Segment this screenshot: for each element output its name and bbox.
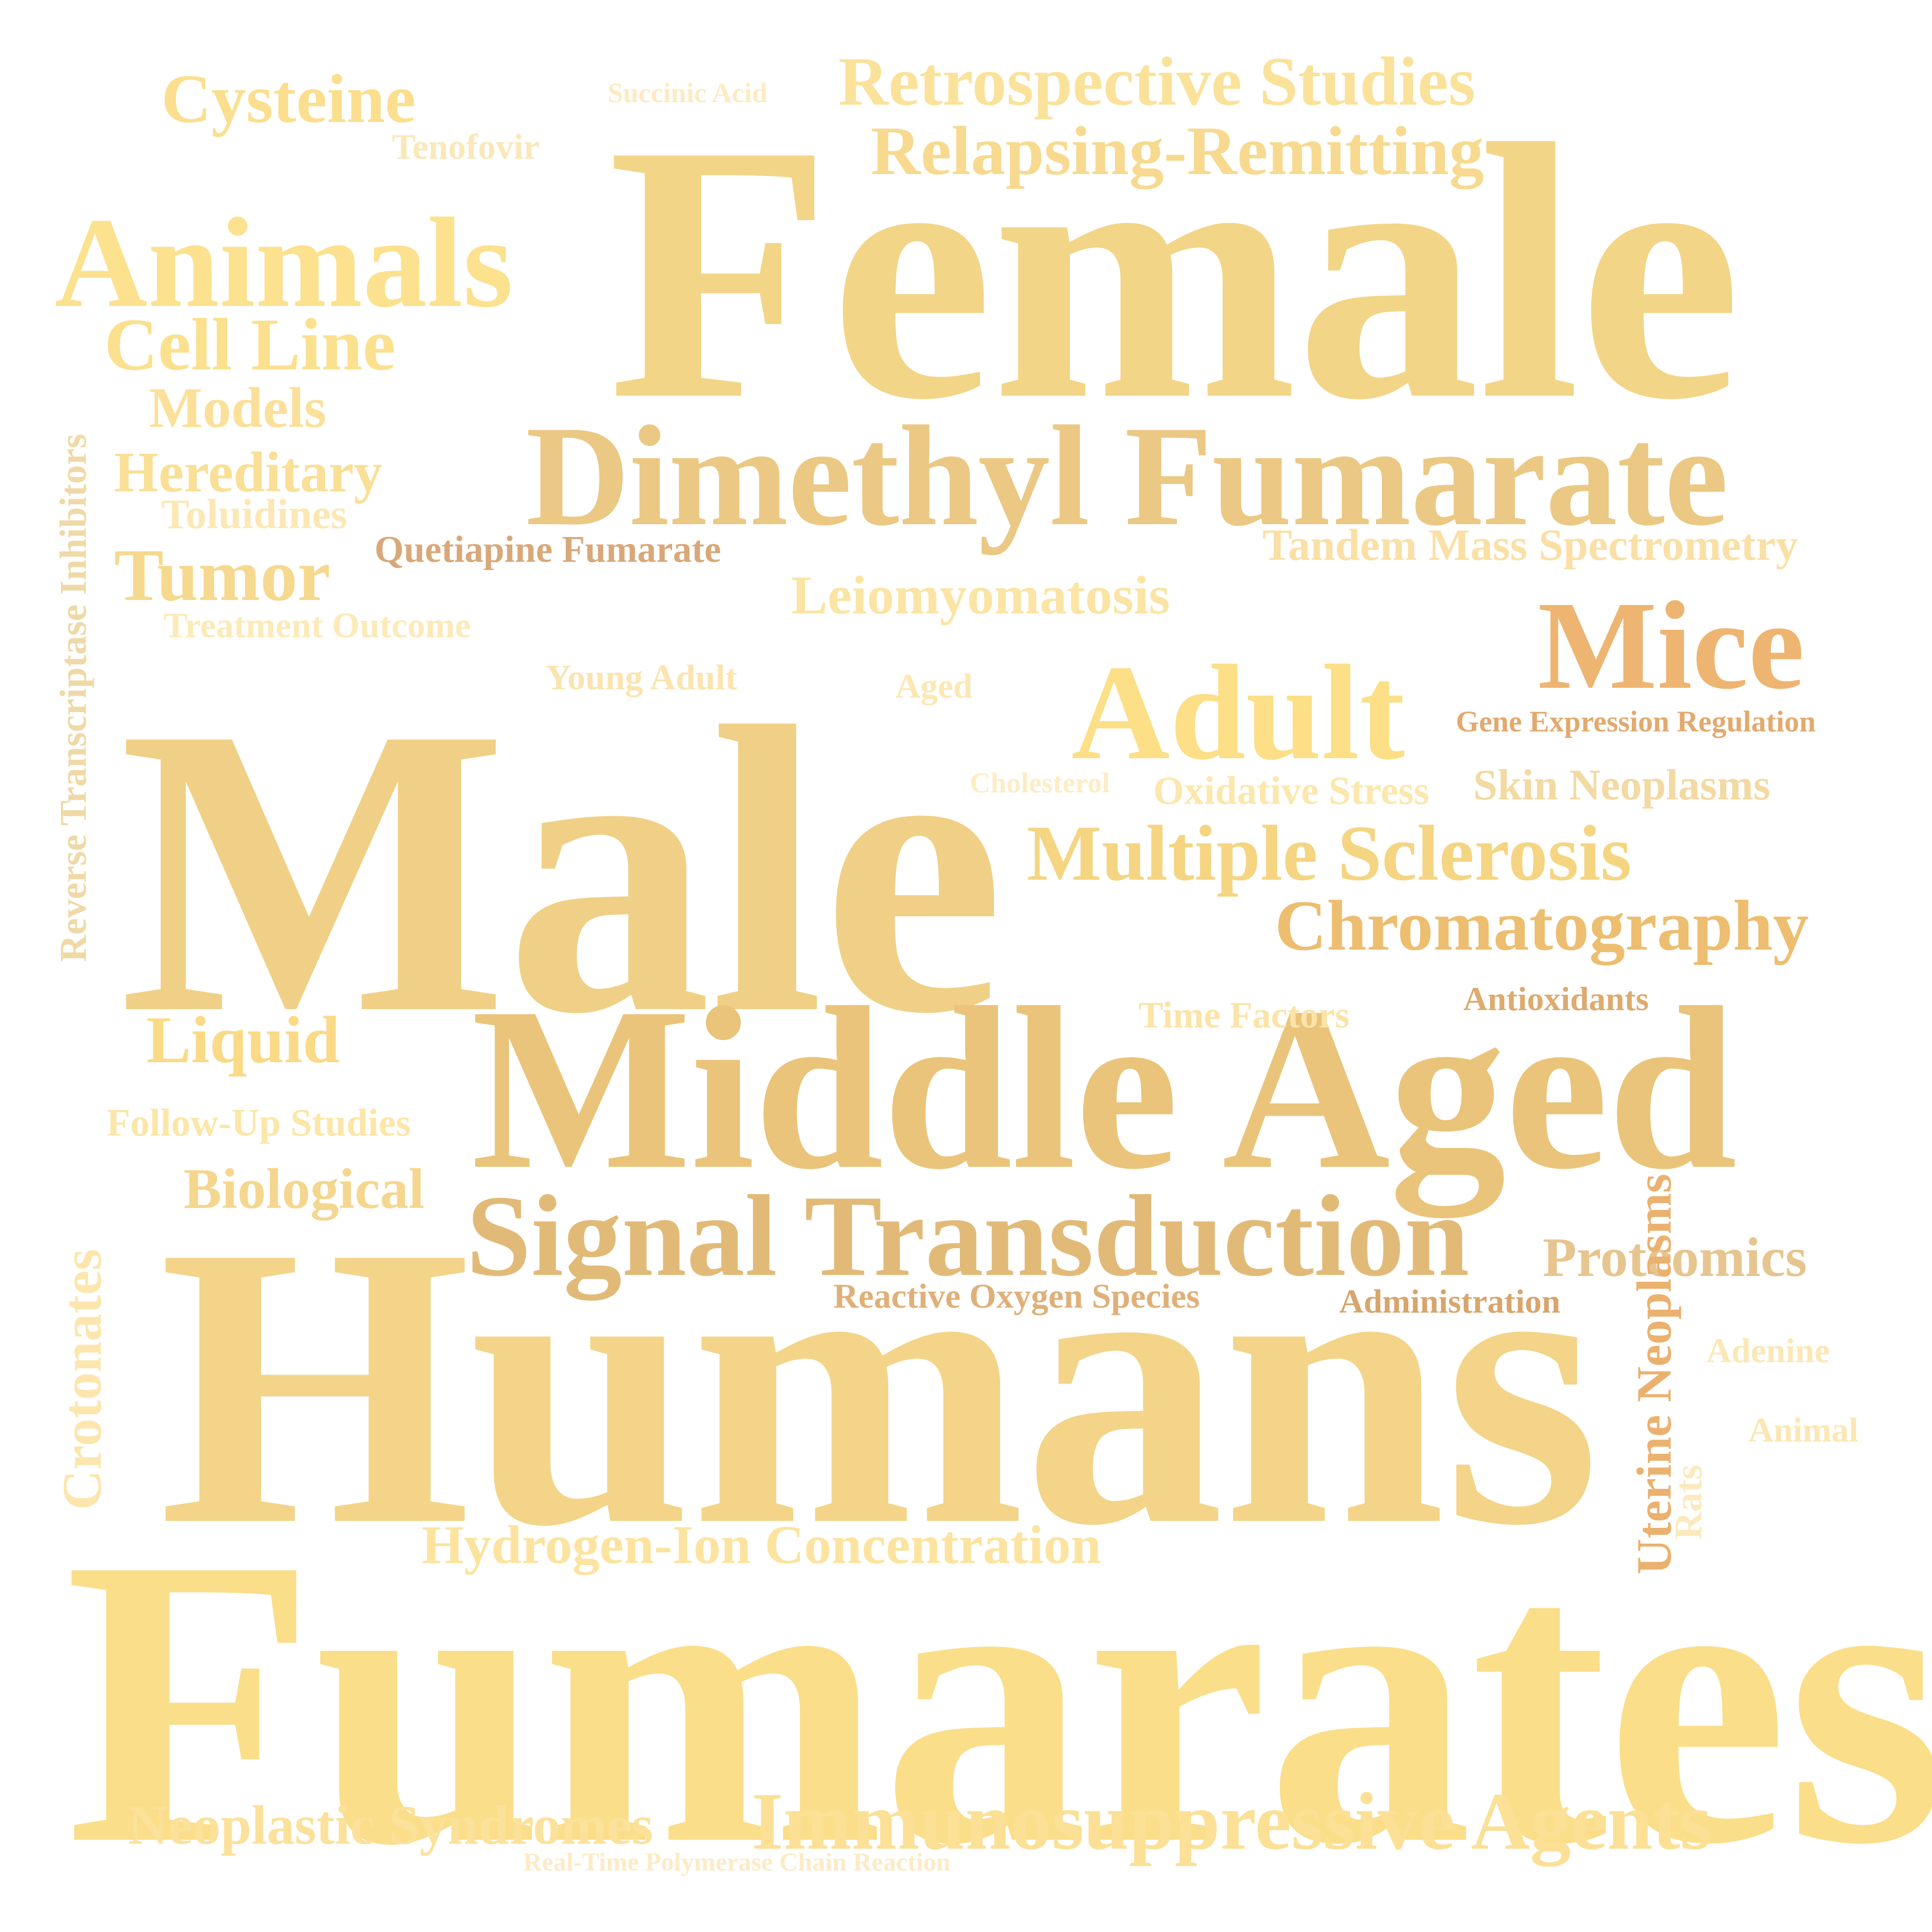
word-humans: Humans [159, 1163, 1600, 1608]
word-animal: Animal [1748, 1411, 1859, 1449]
word-mice: Mice [1538, 576, 1805, 716]
word-hydrogen-ion-concentration: Hydrogen-Ion Concentration [422, 1514, 1101, 1575]
word-oxidative-stress: Oxidative Stress [1153, 769, 1430, 813]
word-toluidines: Toluidines [161, 491, 347, 538]
word-time-factors: Time Factors [1138, 995, 1350, 1036]
word-relapsing-remitting: Relapsing-Remitting [871, 113, 1484, 189]
word-neoplastic-syndromes: Neoplastic Syndromes [128, 1795, 653, 1856]
word-gene-expression-regulation: Gene Expression Regulation [1456, 705, 1816, 738]
word-proteomics: Proteomics [1543, 1227, 1807, 1288]
word-skin-neoplasms: Crotonates [52, 1249, 113, 1510]
word-leiomyomatosis: Leiomyomatosis [791, 565, 1170, 625]
word-multiple-sclerosis: Multiple Sclerosis [1027, 809, 1632, 897]
word-aged: Aged [895, 667, 973, 706]
word-cysteine: Cysteine [161, 60, 416, 137]
word-biological: Biological [184, 1157, 425, 1220]
word-treatment-outcome: Treatment Outcome [164, 605, 471, 645]
word-signal-transduction: Signal Transduction [466, 1171, 1470, 1300]
word-reverse-transcriptase-inhibitors: Reverse Transcriptase Inhibitors [53, 433, 94, 962]
word-rats: Rats [1667, 1464, 1710, 1540]
word-liquid: Liquid [146, 1003, 340, 1077]
word-cholesterol: Cholesterol [970, 767, 1110, 799]
word-female: Female [608, 69, 1742, 476]
word-tenofovir: Tenofovir [392, 127, 540, 167]
word-cell-line: Cell Line [104, 303, 396, 386]
word-chromatography: Chromatography [1275, 886, 1809, 966]
word-models: Models [149, 376, 326, 439]
word-animals: Animals [55, 191, 513, 334]
word-hereditary: Hereditary [114, 441, 382, 504]
word-antioxidants: Antioxidants [1463, 980, 1649, 1018]
word-fumarates: Fumarates [64, 1473, 1932, 1929]
word-uterine-neoplasms: Skin Neoplasms [1473, 761, 1771, 809]
word-young-adult: Young Adult [546, 658, 738, 697]
word-reactive-oxygen-species: Reactive Oxygen Species [833, 1277, 1200, 1316]
word-succinic-acid: Succinic Acid [608, 78, 768, 109]
word-immunosuppressive-agents: Immunosuppressive Agents [751, 1776, 1712, 1867]
word-administration: Administration [1339, 1282, 1560, 1320]
word-dimethyl-fumarate: Dimethyl Fumarate [526, 396, 1728, 555]
word-male: Male [119, 642, 1004, 1098]
word-tandem-mass-spectrometry: Tandem Mass Spectrometry [1262, 521, 1798, 570]
word-quetiapine-fumarate: Quetiapine Fumarate [374, 529, 721, 570]
word-real-time-polymerase-chain-reaction: Real-Time Polymerase Chain Reaction [523, 1848, 951, 1876]
word-tumor: Tumor [114, 534, 331, 616]
word-middle-aged: Middle Aged [471, 959, 1737, 1217]
word-adenine: Adenine [1706, 1332, 1830, 1370]
word-follow-up-studies: Follow-Up Studies [107, 1101, 411, 1144]
word-retrospective-studies: Retrospective Studies [838, 43, 1476, 120]
word-adult: Adult [1071, 637, 1405, 788]
